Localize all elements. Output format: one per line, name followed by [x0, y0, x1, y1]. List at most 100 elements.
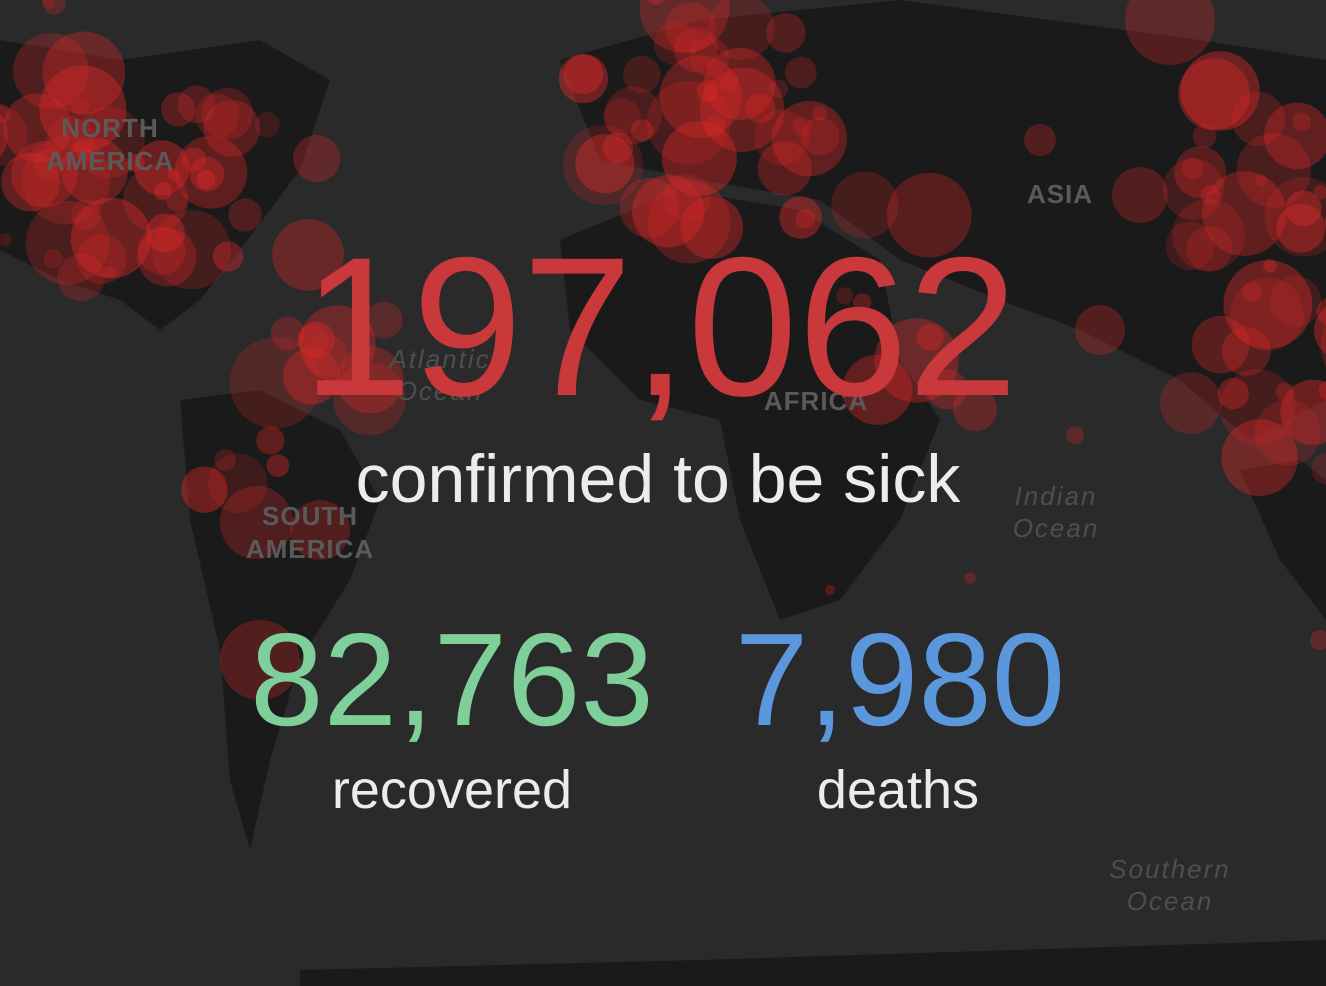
bubble — [134, 140, 190, 196]
bubble — [1230, 277, 1304, 351]
bubble — [25, 200, 110, 285]
bubble — [1066, 426, 1084, 444]
bubble — [137, 226, 186, 275]
bubble — [254, 112, 280, 138]
bubble — [46, 116, 95, 165]
map-label: AFRICA — [764, 386, 868, 416]
bubble — [703, 47, 776, 120]
bubble — [952, 386, 998, 432]
bubble — [835, 287, 854, 305]
bubble — [201, 87, 254, 140]
bubble — [151, 209, 231, 290]
bubble — [603, 98, 641, 136]
bubble — [3, 93, 72, 163]
deaths-number: 7,980 — [735, 606, 1065, 753]
bubble — [0, 113, 8, 157]
bubble — [137, 227, 197, 287]
bubble — [196, 169, 216, 189]
bubble — [1311, 452, 1326, 486]
confirmed-label: confirmed to be sick — [356, 441, 962, 517]
bubble — [1255, 174, 1268, 187]
bubble — [1275, 382, 1295, 402]
map-label: SOUTH — [262, 501, 358, 531]
bubble — [1191, 315, 1250, 374]
bubble — [220, 620, 300, 700]
ocean-label: Ocean — [1127, 886, 1214, 916]
bubble — [1221, 419, 1298, 496]
bubble — [145, 213, 185, 253]
bubble — [1221, 327, 1271, 376]
bubble — [11, 140, 78, 208]
bubble — [0, 104, 11, 124]
bubble — [663, 173, 711, 221]
bubble — [1186, 226, 1233, 272]
bubble — [680, 196, 744, 259]
bubble — [1236, 133, 1311, 208]
bubble — [122, 166, 189, 232]
bubble — [964, 572, 976, 584]
bubble — [212, 241, 244, 272]
bubble — [272, 218, 344, 291]
bubble — [785, 56, 817, 89]
bubble — [229, 337, 321, 429]
bubble — [333, 362, 406, 436]
bubble — [1280, 379, 1326, 445]
bubble — [916, 323, 944, 351]
bubble — [1313, 185, 1326, 200]
bubble — [1269, 275, 1322, 328]
bubble — [1285, 190, 1322, 227]
bubble — [1231, 92, 1286, 146]
bubble — [1242, 282, 1262, 302]
bubble — [575, 134, 635, 194]
bubble — [365, 301, 403, 339]
bubble — [696, 80, 719, 102]
bubble — [219, 485, 294, 560]
bubble — [70, 197, 152, 279]
bubble — [270, 316, 305, 351]
bubble — [153, 182, 173, 201]
confirmed-number: 197,062 — [302, 216, 1018, 437]
ocean-label: Atlantic — [387, 344, 490, 374]
bubble — [852, 293, 872, 312]
bubble — [558, 53, 609, 104]
bubble — [842, 354, 913, 425]
bubble — [779, 196, 822, 239]
bubble — [336, 346, 404, 414]
bubble — [1162, 158, 1225, 220]
bubble — [646, 80, 731, 165]
bubble — [1254, 399, 1321, 466]
bubble — [208, 453, 268, 513]
bubble — [602, 132, 634, 164]
bubble — [39, 65, 127, 153]
map-labels: NORTH AMERICA SOUTH AMERICA AFRICA ASIA … — [46, 113, 1229, 916]
bubble — [290, 500, 350, 560]
bubble — [43, 0, 66, 15]
bubble — [1318, 380, 1326, 400]
bubble — [793, 117, 812, 136]
map-label: ASIA — [1027, 179, 1093, 209]
bubble — [214, 449, 236, 471]
bubble — [719, 72, 739, 92]
ocean-label: Indian — [1015, 481, 1098, 511]
bubble — [563, 124, 644, 205]
bubble — [1192, 124, 1217, 148]
bubble — [630, 119, 654, 142]
bubble — [1125, 0, 1215, 65]
bubble — [1180, 51, 1260, 131]
bubble — [1219, 368, 1296, 445]
bubble — [1263, 259, 1277, 273]
bubble — [664, 2, 716, 53]
bubble — [41, 0, 56, 9]
bubble — [1172, 198, 1245, 272]
bubble — [563, 54, 604, 95]
bubble — [126, 153, 145, 173]
bubble — [298, 305, 376, 383]
bubble — [1291, 112, 1312, 132]
bubble — [1, 152, 60, 212]
bubble — [661, 121, 737, 197]
bubble — [766, 13, 806, 53]
bubble — [1024, 124, 1056, 156]
bubble — [181, 466, 228, 513]
bubble — [795, 208, 816, 229]
